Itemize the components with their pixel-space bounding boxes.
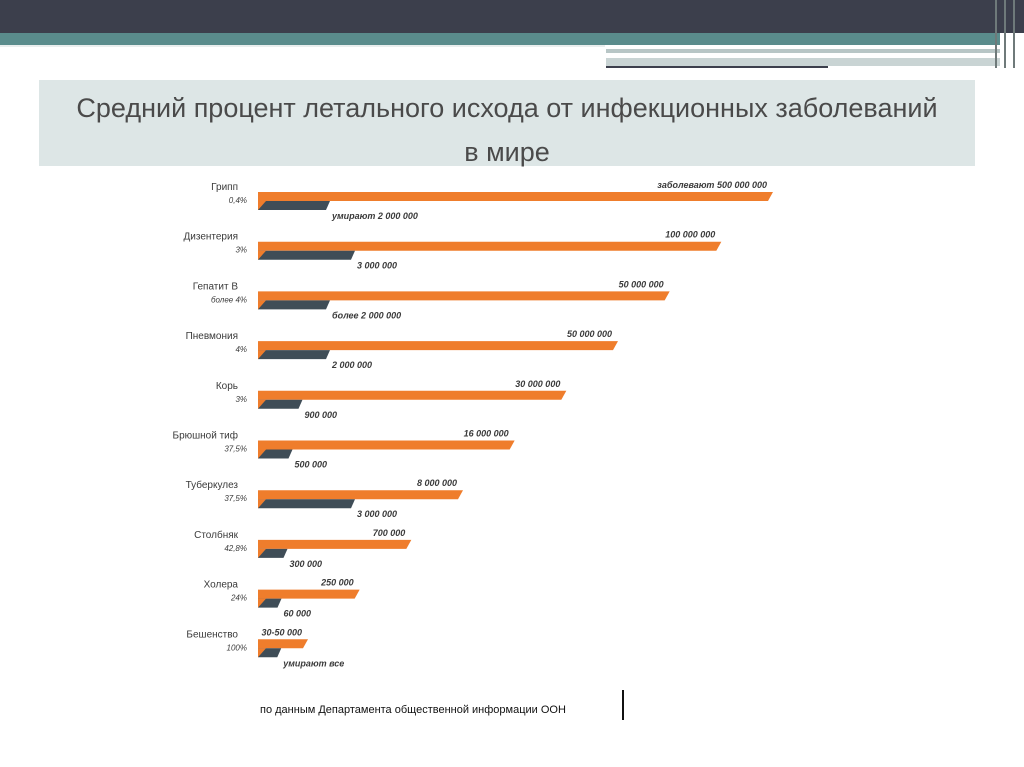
rate-label: 42,8% xyxy=(224,544,247,553)
header-bar xyxy=(0,0,1024,33)
cases-value-label: 50 000 000 xyxy=(619,279,664,289)
category-label: Грипп xyxy=(211,182,238,193)
cases-value-label: 700 000 xyxy=(373,528,406,538)
rate-label: 4% xyxy=(235,345,247,354)
header-stripe-1 xyxy=(606,49,1000,53)
bar-wedge xyxy=(258,399,266,409)
bar-wedge xyxy=(258,449,266,459)
cases-bar xyxy=(258,291,670,301)
cases-bar xyxy=(258,490,463,500)
deaths-value-label: умирают все xyxy=(282,658,344,668)
bar-wedge xyxy=(258,499,266,509)
bar-wedge xyxy=(258,648,266,658)
deaths-value-label: более 2 000 000 xyxy=(332,310,401,320)
category-label: Корь xyxy=(216,381,238,392)
cases-bar xyxy=(258,390,567,400)
deaths-value-label: 500 000 xyxy=(295,460,328,470)
cases-bar xyxy=(258,539,412,549)
header-divider xyxy=(0,45,605,47)
category-label: Столбняк xyxy=(194,529,239,541)
cases-bar xyxy=(258,589,360,599)
source-marker xyxy=(622,690,624,720)
deaths-value-label: умирают 2 000 000 xyxy=(331,211,418,221)
deaths-value-label: 3 000 000 xyxy=(357,509,397,519)
bar-wedge xyxy=(258,300,266,310)
cases-bar xyxy=(258,241,722,251)
deaths-bar xyxy=(258,300,330,310)
deaths-value-label: 300 000 xyxy=(290,559,323,569)
cases-value-label: 100 000 000 xyxy=(665,230,715,240)
cases-value-label: 50 000 000 xyxy=(567,329,612,339)
deaths-value-label: 60 000 xyxy=(284,609,312,619)
bar-wedge xyxy=(258,201,266,210)
cases-value-label: 16 000 000 xyxy=(464,429,509,439)
rate-label: 37,5% xyxy=(224,445,247,454)
slide-title-box: Средний процент летального исхода от инф… xyxy=(39,80,975,167)
deaths-value-label: 900 000 xyxy=(305,410,338,420)
category-label: Брюшной тиф xyxy=(173,430,239,442)
category-label: Гепатит В xyxy=(193,281,239,292)
rate-label: 100% xyxy=(227,643,247,652)
header-edge-3 xyxy=(1013,0,1015,68)
deaths-value-label: 3 000 000 xyxy=(357,261,397,271)
cases-value-label: 30-50 000 xyxy=(261,627,302,637)
deaths-bar xyxy=(258,548,288,558)
category-label: Бешенство xyxy=(186,629,238,640)
cases-bar xyxy=(258,639,308,649)
source-note: по данным Департамента общественной инфо… xyxy=(260,704,566,716)
rate-label: 3% xyxy=(235,395,247,404)
cases-bar xyxy=(258,440,515,450)
header-edge-2 xyxy=(1004,0,1006,68)
rate-label: 24% xyxy=(230,594,247,603)
cases-bar xyxy=(258,192,773,201)
category-label: Туберкулез xyxy=(186,479,239,491)
cases-value-label: 30 000 000 xyxy=(515,379,560,389)
bar-wedge xyxy=(258,598,266,608)
header-edge-1 xyxy=(995,0,997,68)
rate-label: 3% xyxy=(235,246,247,255)
bar-wedge xyxy=(258,548,266,558)
category-label: Дизентерия xyxy=(183,232,238,243)
rate-label: 37,5% xyxy=(224,494,247,503)
deaths-bar xyxy=(258,399,303,409)
bar-wedge xyxy=(258,350,266,360)
rate-label: 0,4% xyxy=(229,196,247,205)
cases-value-label: заболевают 500 000 000 xyxy=(657,180,767,190)
deaths-bar xyxy=(258,201,330,210)
category-label: Пневмония xyxy=(186,331,238,342)
rate-label: более 4% xyxy=(211,295,247,304)
header-accent-band xyxy=(0,33,1000,45)
deaths-bar xyxy=(258,350,330,360)
header-stripe-2 xyxy=(606,58,1000,66)
slide-title-line-1: Средний процент летального исхода от инф… xyxy=(76,93,938,123)
cases-value-label: 8 000 000 xyxy=(417,478,457,488)
deaths-bar xyxy=(258,449,293,459)
deaths-value-label: 2 000 000 xyxy=(331,360,372,370)
deaths-bar xyxy=(258,250,355,260)
slide-title-line-2: в мире xyxy=(464,137,550,167)
deaths-bar xyxy=(258,499,355,509)
header-stripe-3 xyxy=(606,66,828,68)
cases-bar xyxy=(258,341,618,351)
category-label: Холера xyxy=(204,580,239,591)
cases-value-label: 250 000 xyxy=(320,578,354,588)
bar-wedge xyxy=(258,250,266,260)
